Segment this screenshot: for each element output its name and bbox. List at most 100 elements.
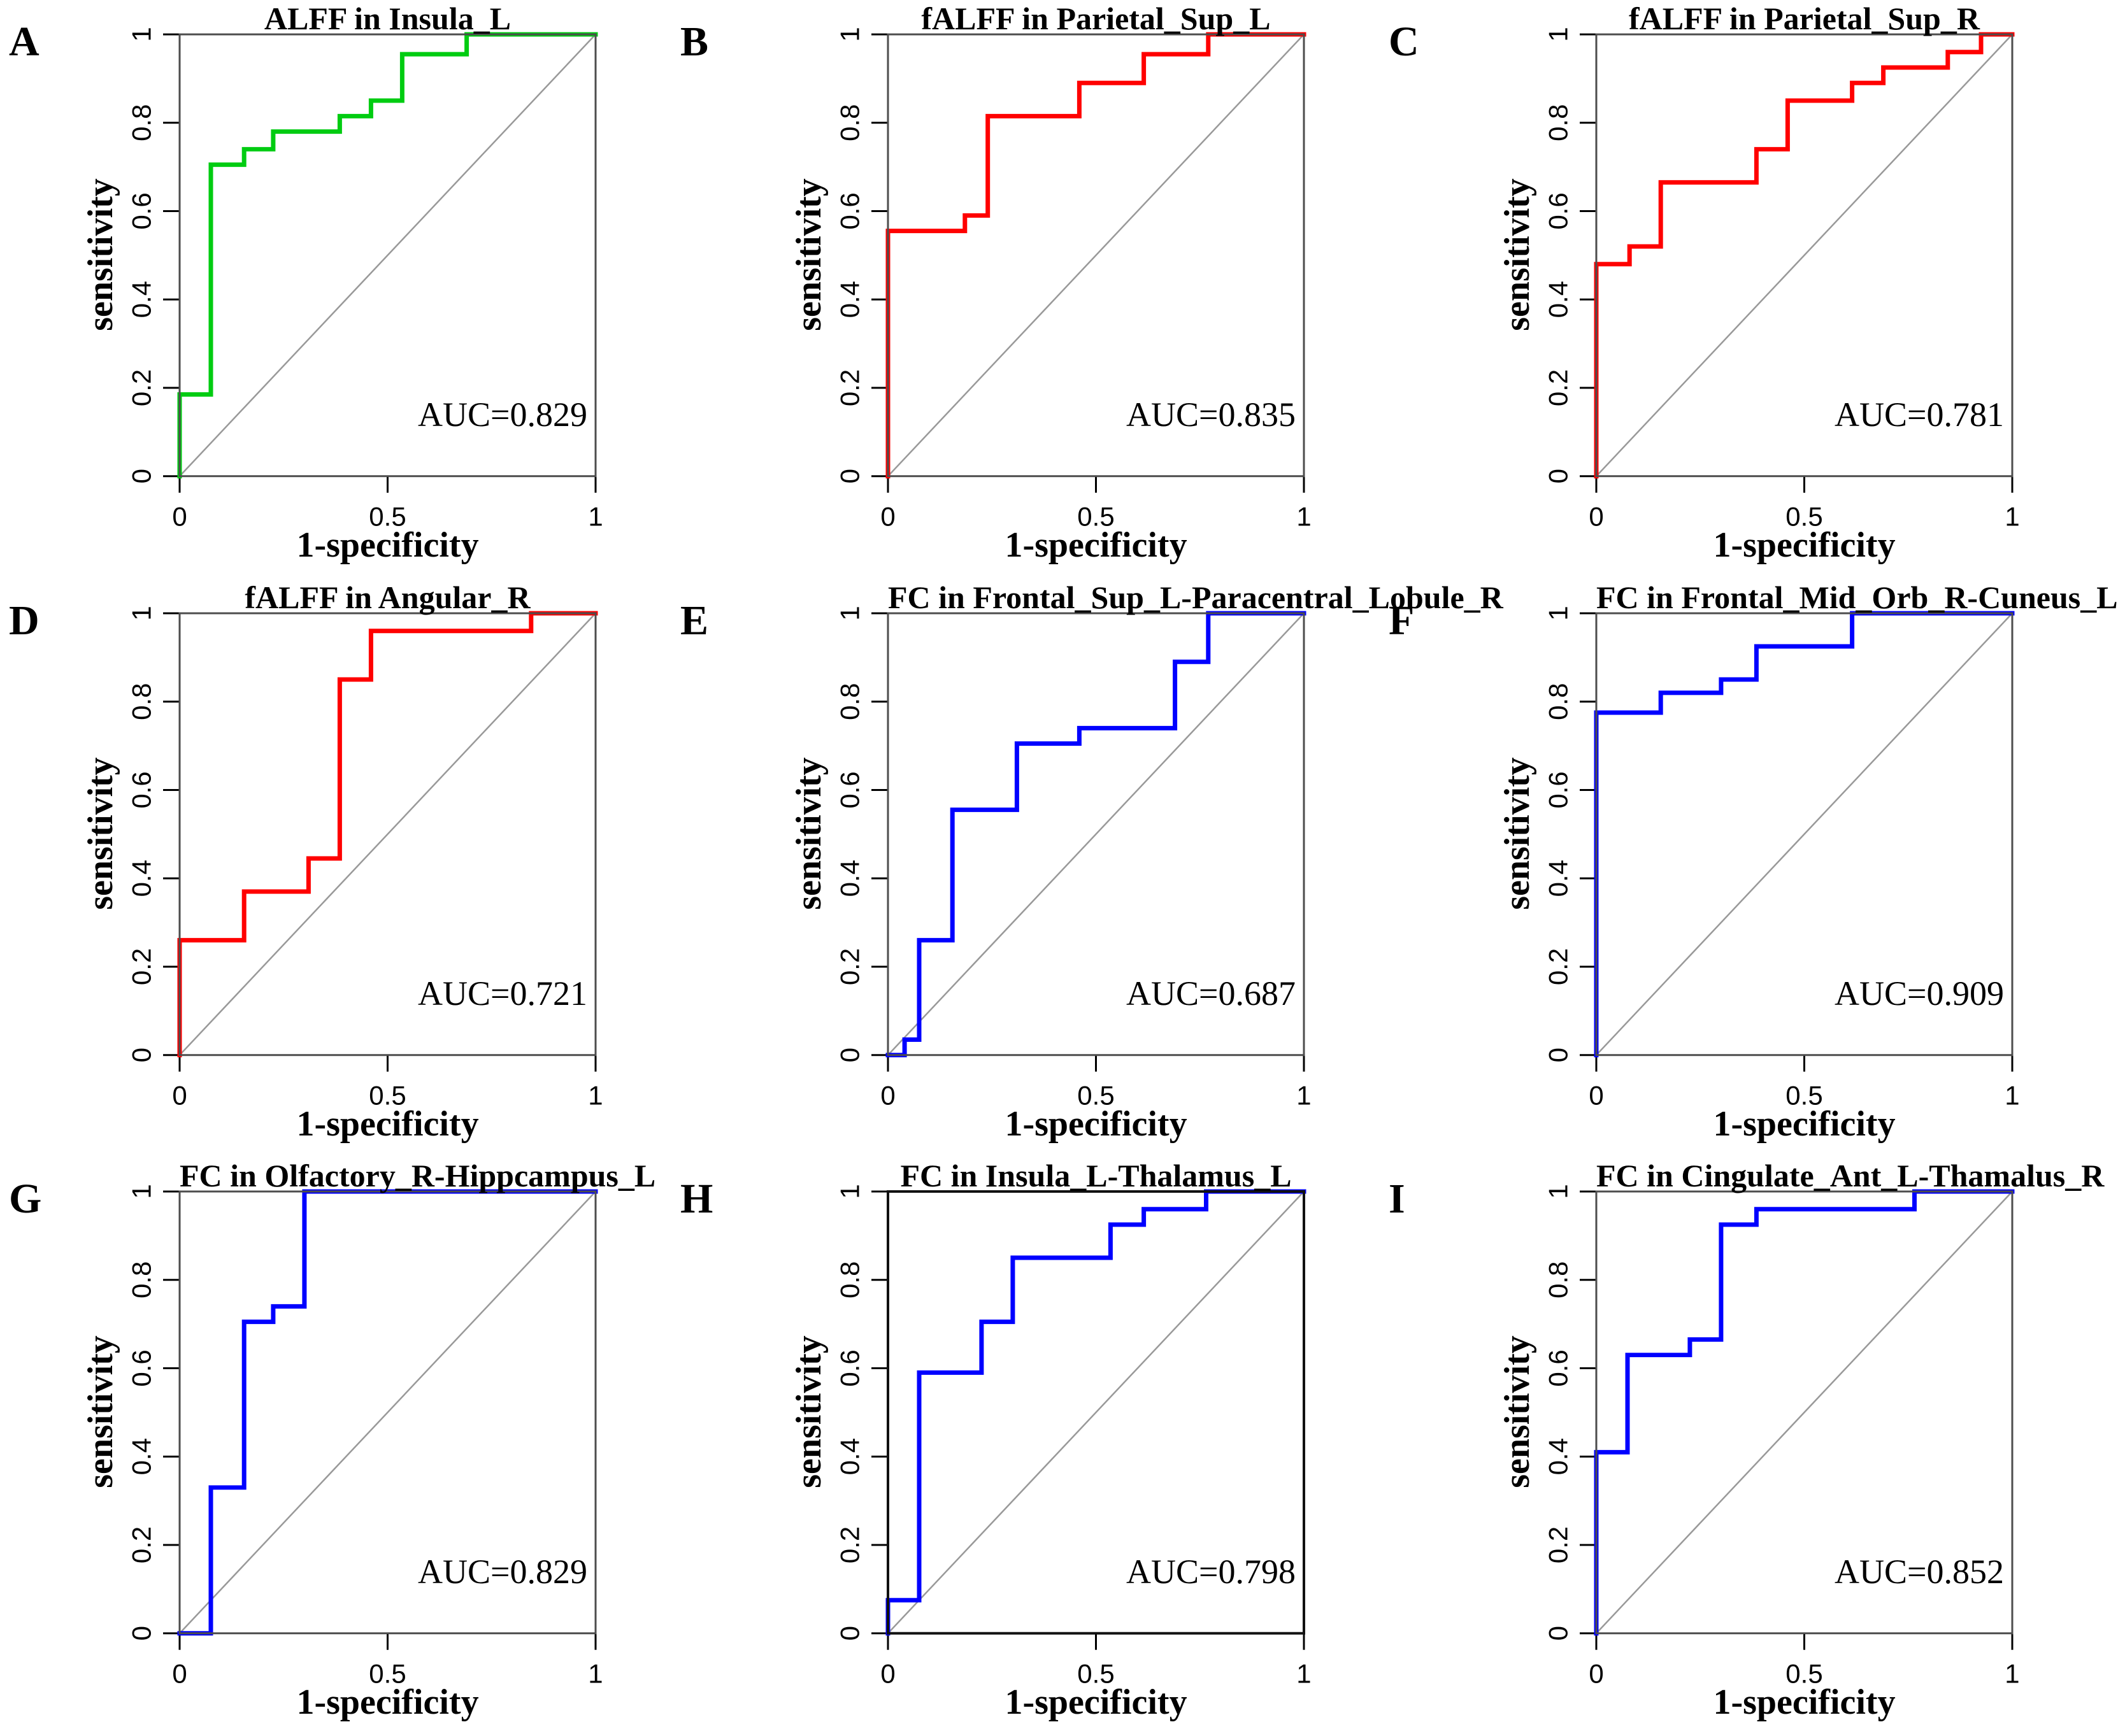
roc-plot: 0 0.5 1 0 0.2 0.4 0.6 0.8 1	[1543, 27, 2019, 532]
x-axis-label: 1-specificity	[296, 1104, 479, 1144]
y-tick-label: 0.2	[126, 948, 156, 985]
x-axis-label: 1-specificity	[1713, 1683, 1896, 1723]
x-tick-label: 0	[1589, 502, 1603, 532]
y-tick-label: 0.4	[126, 1438, 156, 1475]
y-tick-label: 1	[126, 606, 156, 620]
x-tick-label: 1	[1296, 502, 1311, 532]
y-tick-label: 0.8	[1543, 1262, 1573, 1298]
y-tick-label: 0.4	[834, 281, 864, 318]
x-tick-label: 0	[172, 502, 187, 532]
y-tick-label: 0.6	[1543, 1350, 1573, 1387]
roc-curve	[1594, 611, 2015, 1057]
x-tick-label: 1	[1296, 1659, 1311, 1689]
x-tick-label: 0	[880, 1080, 895, 1110]
plot-box	[1595, 33, 2014, 478]
panel-letter: B	[680, 18, 709, 65]
y-tick-label: 0.8	[126, 1262, 156, 1298]
y-tick-label: 1	[1543, 27, 1573, 41]
plot-box	[887, 33, 1305, 478]
panel-letter: D	[9, 597, 39, 644]
roc-curve	[1594, 1189, 2015, 1636]
x-tick-label: 0.5	[1077, 1080, 1114, 1110]
y-tick-label: 0.8	[1543, 104, 1573, 141]
panel-letter: G	[9, 1176, 42, 1223]
chance-diagonal-line	[1596, 34, 2013, 477]
plot-box	[1595, 1190, 2014, 1635]
panel-letter: F	[1389, 597, 1415, 644]
y-tick-label: 0.8	[1543, 683, 1573, 720]
chance-diagonal-line	[887, 612, 1305, 1056]
y-tick-label: 0.8	[834, 1262, 864, 1298]
roc-plot: 0 0.5 1 0 0.2 0.4 0.6 0.8 1	[126, 1185, 603, 1689]
panel-title: FC in Frontal_Mid_Orb_R-Cuneus_L	[1596, 579, 2118, 615]
roc-curve	[885, 1189, 1306, 1636]
plot-box	[887, 1190, 1305, 1635]
auc-label: AUC=0.909	[1835, 974, 2004, 1013]
x-tick-label: 0	[1589, 1080, 1603, 1110]
x-axis-label: 1-specificity	[1005, 1683, 1187, 1723]
y-tick-label: 0.8	[834, 683, 864, 720]
y-tick-label: 0.2	[126, 1526, 156, 1563]
x-tick-label: 1	[588, 502, 603, 532]
x-tick-label: 1	[588, 1659, 603, 1689]
y-tick-label: 0.2	[1543, 948, 1573, 985]
panel-title: fALFF in Parietal_Sup_R	[1629, 1, 1980, 36]
x-tick-label: 1	[1296, 1080, 1311, 1110]
y-tick-label: 0.4	[1543, 281, 1573, 318]
y-tick-label: 0	[1543, 1048, 1573, 1062]
panel-title: fALFF in Parietal_Sup_L	[921, 1, 1271, 36]
roc-curve	[885, 32, 1306, 479]
panel-title: FC in Cingulate_Ant_L-Thamalus_R	[1596, 1158, 2105, 1194]
chance-diagonal-line	[179, 612, 596, 1056]
y-tick-label: 0.8	[126, 104, 156, 141]
x-tick-label: 1	[2005, 502, 2019, 532]
x-tick-label: 0.5	[1785, 502, 1822, 532]
y-tick-label: 0.6	[834, 1350, 864, 1387]
y-tick-label: 0.4	[834, 1438, 864, 1475]
panel-title: FC in Insula_L-Thalamus_L	[900, 1158, 1292, 1194]
auc-label: AUC=0.829	[418, 1553, 587, 1591]
panel-letter: C	[1389, 18, 1419, 65]
y-tick-label: 0.6	[126, 771, 156, 808]
x-tick-label: 0.5	[369, 502, 406, 532]
x-axis-label: 1-specificity	[1713, 525, 1896, 565]
plot-box	[178, 33, 597, 478]
y-tick-label: 0.8	[126, 683, 156, 720]
chance-diagonal-line	[887, 34, 1305, 477]
roc-curve	[177, 1189, 598, 1636]
roc-panel-g: G FC in Olfactory_R-Hippcampus_L sensiti…	[0, 1157, 708, 1736]
plot-box	[178, 1190, 597, 1635]
x-axis-label: 1-specificity	[1713, 1104, 1896, 1144]
x-tick-label: 1	[2005, 1659, 2019, 1689]
x-tick-label: 0.5	[1785, 1080, 1822, 1110]
auc-label: AUC=0.721	[418, 974, 587, 1013]
roc-plot: 0 0.5 1 0 0.2 0.4 0.6 0.8 1	[126, 606, 603, 1110]
roc-panel-e: E FC in Frontal_Sup_L-Paracentral_Lobule…	[680, 579, 1503, 1158]
auc-label: AUC=0.687	[1126, 974, 1296, 1013]
roc-panel-f: F FC in Frontal_Mid_Orb_R-Cuneus_L sensi…	[1389, 579, 2125, 1158]
y-tick-label: 0	[834, 1048, 864, 1062]
x-tick-label: 1	[588, 1080, 603, 1110]
x-tick-label: 0.5	[1077, 502, 1114, 532]
panel-letter: H	[680, 1176, 713, 1223]
roc-plot: 0 0.5 1 0 0.2 0.4 0.6 0.8 1	[126, 27, 603, 532]
chance-diagonal-line	[179, 1191, 596, 1634]
panel-letter: A	[9, 18, 39, 65]
y-tick-label: 0.2	[834, 1526, 864, 1563]
plot-box	[887, 612, 1305, 1056]
panel-title: FC in Frontal_Sup_L-Paracentral_Lobule_R	[888, 579, 1503, 615]
y-tick-label: 0.4	[834, 860, 864, 897]
y-tick-label: 0	[126, 1626, 156, 1640]
x-tick-label: 1	[2005, 1080, 2019, 1110]
y-tick-label: 0.2	[834, 369, 864, 406]
x-tick-label: 0	[880, 1659, 895, 1689]
panel-letter: E	[680, 597, 709, 644]
roc-plot: 0 0.5 1 0 0.2 0.4 0.6 0.8 1	[834, 606, 1311, 1110]
y-tick-label: 0.4	[126, 281, 156, 318]
auc-label: AUC=0.829	[418, 395, 587, 434]
roc-curve	[177, 611, 598, 1057]
x-tick-label: 0.5	[1077, 1659, 1114, 1689]
